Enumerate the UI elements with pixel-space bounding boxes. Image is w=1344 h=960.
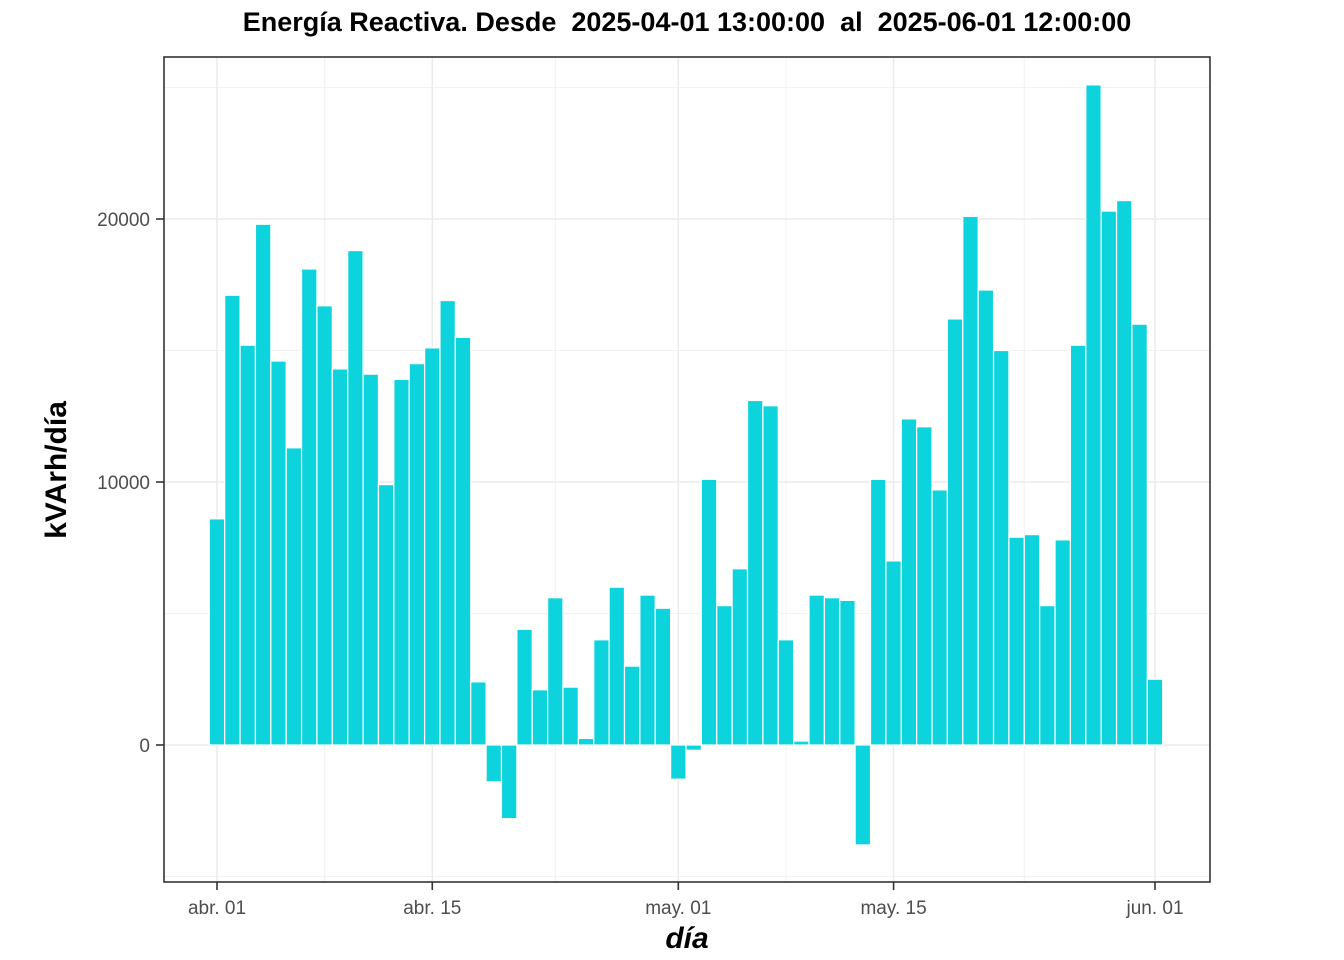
bar-2025-05-31: [1131, 323, 1148, 746]
panel-border: [163, 56, 1211, 883]
bar-2025-04-27: [608, 586, 626, 746]
x-tick-label: jun. 01: [1125, 898, 1183, 919]
chart-title: Energía Reactiva. Desde 2025-04-01 13:00…: [243, 7, 1132, 37]
bar-2025-05-24: [1023, 533, 1041, 746]
bar-2025-04-21: [516, 628, 533, 746]
bar-2025-05-16: [900, 418, 918, 746]
bar-2025-05-05: [731, 568, 749, 746]
bar-2025-05-12: [839, 599, 856, 746]
bar-2025-04-11: [362, 373, 380, 746]
bar-2025-04-30: [654, 607, 672, 746]
bar-2025-04-16: [439, 299, 456, 746]
bar-2025-05-27: [1069, 344, 1087, 746]
bar-2025-04-18: [470, 681, 487, 746]
bar-2025-05-20: [962, 215, 979, 746]
bar-2025-04-06: [285, 447, 303, 746]
y-axis-title: kVArh/día: [40, 401, 73, 539]
bar-2025-05-07: [762, 405, 779, 746]
y-tick-label: 0: [139, 736, 150, 757]
x-tick-label: abr. 01: [188, 898, 246, 919]
bar-2025-04-19: [485, 744, 503, 783]
bar-2025-04-29: [639, 594, 656, 746]
bar-2025-05-01: [670, 744, 687, 780]
bar-2025-05-23: [1008, 536, 1025, 746]
bar-2025-05-11: [823, 597, 841, 746]
bar-2025-04-14: [408, 363, 426, 746]
bar-2025-05-10: [808, 594, 825, 746]
bar-2025-05-28: [1085, 84, 1102, 746]
bar-2025-06-01: [1146, 678, 1164, 746]
bar-2025-04-23: [547, 597, 564, 746]
bar-2025-05-30: [1115, 199, 1133, 746]
bar-2025-04-20: [500, 744, 518, 820]
bar-2025-04-02: [224, 294, 241, 746]
bars: [208, 84, 1164, 846]
bar-2025-05-03: [700, 478, 718, 746]
x-axis-title: día: [665, 922, 708, 955]
bar-2025-05-13: [854, 744, 872, 846]
bar-2025-04-22: [531, 689, 549, 746]
bar-2025-04-24: [562, 686, 579, 746]
bar-2025-04-25: [577, 737, 595, 746]
bar-2025-04-09: [331, 368, 349, 746]
x-tick-label: may. 01: [645, 898, 711, 919]
x-tick-label: abr. 15: [403, 898, 461, 919]
bar-2025-05-02: [685, 744, 702, 751]
bar-2025-05-29: [1100, 210, 1118, 746]
bar-2025-04-26: [593, 639, 610, 746]
bar-2025-04-03: [239, 344, 257, 746]
x-tick-labels: abr. 01 abr. 15 may. 01 may. 15 jun. 01: [188, 898, 1184, 919]
bar-2025-04-28: [623, 665, 641, 746]
bar-2025-05-15: [885, 560, 902, 746]
y-tick-label: 10000: [97, 473, 150, 494]
bar-2025-04-08: [316, 305, 333, 746]
bar-2025-05-17: [916, 426, 933, 746]
bar-2025-05-22: [992, 349, 1010, 746]
bar-2025-05-06: [746, 399, 764, 746]
bar-2025-05-18: [931, 489, 949, 746]
bar-2025-04-15: [423, 347, 441, 746]
axis-tick-marks: [156, 218, 1156, 890]
bar-2025-04-05: [270, 360, 287, 746]
bar-2025-05-21: [977, 289, 995, 746]
bar-2025-04-13: [393, 378, 410, 746]
bar-2025-05-09: [793, 740, 810, 746]
y-tick-label: 20000: [97, 210, 150, 231]
x-tick-label: may. 15: [860, 898, 926, 919]
y-tick-labels: 0 10000 20000: [97, 210, 150, 757]
bar-2025-05-25: [1039, 605, 1056, 746]
bar-2025-04-01: [208, 518, 226, 746]
bar-2025-04-10: [347, 249, 364, 746]
bar-2025-05-04: [716, 605, 733, 746]
bar-2025-05-08: [777, 639, 795, 746]
bar-2025-04-17: [454, 336, 472, 746]
bar-2025-04-04: [254, 223, 272, 746]
bar-2025-05-14: [869, 478, 887, 746]
bar-2025-04-07: [300, 268, 318, 746]
bar-2025-05-26: [1054, 539, 1072, 746]
bar-2025-05-19: [946, 318, 964, 746]
bar-2025-04-12: [377, 484, 395, 746]
